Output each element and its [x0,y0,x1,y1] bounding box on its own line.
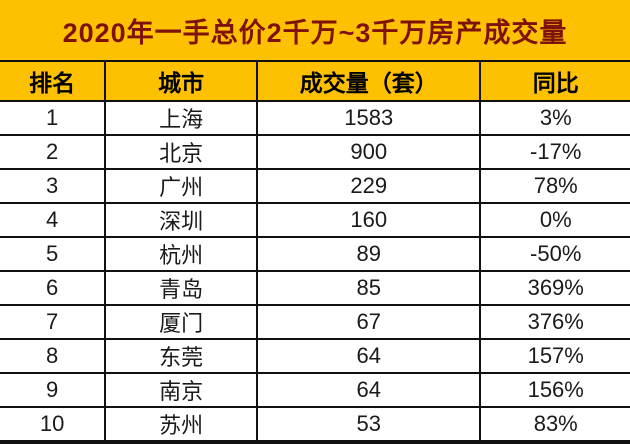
yoy-cell: 83% [533,411,578,436]
city-cell: 杭州 [106,238,258,270]
city-cell: 深圳 [106,204,258,236]
volume-cell: 89 [258,238,482,270]
table-row: 9 南京 64 156% [0,374,630,408]
volume-cell: 64 [258,340,482,372]
rank-cell: 8 [0,340,107,372]
volume-cell: 85 [258,272,482,304]
volume-cell: 64 [258,374,482,406]
city-cell: 上海 [106,102,258,134]
rank-cell: 3 [0,170,107,202]
rank-cell: 6 [0,272,107,304]
volume-cell: 160 [258,204,482,236]
title-band: 2020年一手总价2千万~3千万房产成交量 [0,0,630,60]
rank-cell: 9 [0,374,107,406]
rank-cell: 10 [0,408,107,440]
table-row: 3 广州 229 78% [0,170,630,204]
volume-cell: 1583 [258,102,482,134]
yoy-cell: 157% [527,343,584,368]
rank-cell: 1 [0,102,107,134]
header-volume: 成交量（套） [258,62,482,100]
yoy-cell: -17% [530,139,582,164]
page-title: 2020年一手总价2千万~3千万房产成交量 [62,17,568,48]
yoy-cell: 156% [527,377,584,402]
yoy-cell: 0% [539,207,572,232]
table-row: 10 苏州 53 83% [0,408,630,440]
yoy-cell: -50% [530,241,582,266]
data-table: 排名 城市 成交量（套） 同比 1 上海 1583 3% 2 北京 900 -1… [0,60,630,444]
header-rank: 排名 [0,62,107,100]
rank-cell: 5 [0,238,107,270]
table-row: 7 厦门 67 376% [0,306,630,340]
yoy-cell: 376% [527,309,584,334]
city-cell: 南京 [106,374,258,406]
table-row: 6 青岛 85 369% [0,272,630,306]
table-row: 4 深圳 160 0% [0,204,630,238]
header-city: 城市 [106,62,258,100]
yoy-cell: 369% [527,275,584,300]
yoy-cell: 3% [539,105,572,130]
table-row: 5 杭州 89 -50% [0,238,630,272]
city-cell: 青岛 [106,272,258,304]
rank-cell: 7 [0,306,107,338]
city-cell: 东莞 [106,340,258,372]
rank-cell: 2 [0,136,107,168]
table-row: 1 上海 1583 3% [0,102,630,136]
city-cell: 厦门 [106,306,258,338]
volume-cell: 229 [258,170,482,202]
header-yoy: 同比 [532,70,579,96]
city-cell: 苏州 [106,408,258,440]
city-cell: 广州 [106,170,258,202]
volume-cell: 900 [258,136,482,168]
table-row: 2 北京 900 -17% [0,136,630,170]
volume-cell: 67 [258,306,482,338]
volume-cell: 53 [258,408,482,440]
table-row: 8 东莞 64 157% [0,340,630,374]
table-header-row: 排名 城市 成交量（套） 同比 [0,62,630,102]
yoy-cell: 78% [533,173,578,198]
rank-cell: 4 [0,204,107,236]
city-cell: 北京 [106,136,258,168]
